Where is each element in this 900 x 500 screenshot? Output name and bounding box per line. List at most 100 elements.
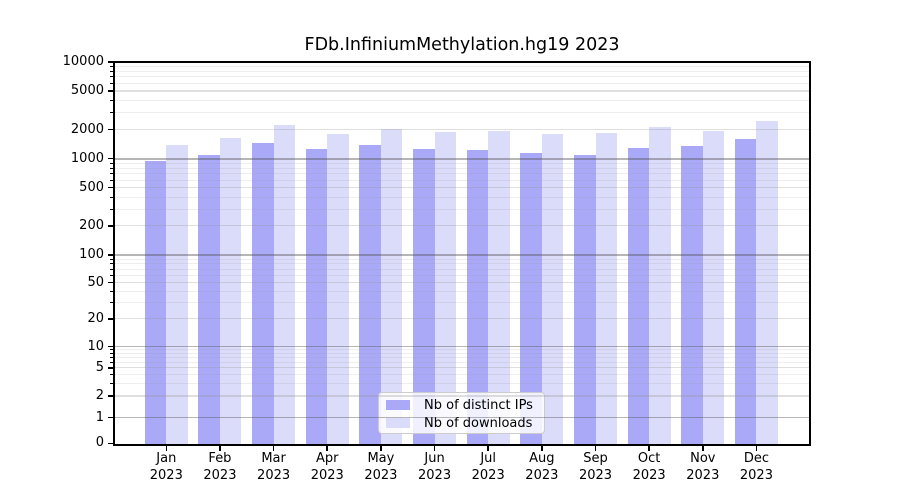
x-tick-label-line: 2023 <box>525 467 559 483</box>
x-tick-label: Jul 2023 <box>456 451 520 484</box>
x-tick-label-line: 2023 <box>257 467 291 483</box>
gridline <box>115 128 809 131</box>
y-axis-tick <box>108 367 113 369</box>
gridline <box>115 345 809 348</box>
y-axis-minor-tick <box>110 167 113 169</box>
x-tick-label-line: 2023 <box>578 467 613 483</box>
x-tick-label-line: 2023 <box>632 467 666 483</box>
gridline <box>115 186 809 189</box>
minor-gridline <box>115 99 809 101</box>
y-axis-minor-tick <box>110 179 113 181</box>
legend: Nb of distinct IPs Nb of downloads <box>378 392 545 434</box>
y-tick-label: 50 <box>87 274 104 290</box>
x-tick-label-line: 2023 <box>418 467 452 483</box>
minor-gridline <box>115 356 809 358</box>
y-axis-minor-tick <box>110 274 113 276</box>
x-tick-label: Mar 2023 <box>242 451 306 484</box>
y-axis-minor-tick <box>110 70 113 72</box>
x-tick-label-line: 2023 <box>310 467 344 483</box>
y-axis-minor-tick <box>110 352 113 354</box>
minor-gridline <box>115 352 809 354</box>
y-tick-label: 0 <box>95 435 104 451</box>
plot-frame <box>113 61 811 446</box>
x-tick-label-line: Oct <box>637 451 661 466</box>
minor-gridline <box>115 208 809 210</box>
y-axis-minor-tick <box>110 361 113 363</box>
y-axis-tick <box>108 442 113 445</box>
y-tick-label: 500 <box>79 179 104 195</box>
bar-downloads <box>595 132 617 444</box>
y-axis-minor-tick <box>110 383 113 385</box>
y-axis-minor-tick <box>110 99 113 101</box>
x-axis-tick <box>326 446 329 451</box>
x-axis-tick <box>755 446 758 451</box>
x-tick-label: Apr 2023 <box>295 451 359 484</box>
x-tick-label: Jan 2023 <box>134 451 198 484</box>
x-tick-label: Sep 2023 <box>564 451 628 484</box>
bar-downloads <box>756 121 778 444</box>
minor-gridline <box>115 374 809 376</box>
minor-gridline <box>115 82 809 84</box>
y-axis-tick <box>108 395 113 397</box>
minor-gridline <box>115 290 809 292</box>
y-axis-minor-tick <box>110 356 113 358</box>
x-tick-label-line: 2023 <box>739 467 773 483</box>
y-axis-tick <box>108 61 113 63</box>
bar-downloads <box>541 134 564 444</box>
bar-distinct-ips <box>252 143 274 444</box>
y-axis-tick <box>108 157 113 160</box>
y-axis-tick <box>108 254 113 256</box>
legend-item-downloads: Nb of downloads <box>386 414 544 432</box>
y-axis-minor-tick <box>110 302 113 304</box>
y-tick-label: 2 <box>95 388 104 404</box>
x-axis-tick <box>272 446 275 451</box>
minor-gridline <box>115 76 809 78</box>
minor-gridline <box>115 383 809 385</box>
y-axis-tick <box>108 345 113 348</box>
y-axis-minor-tick <box>110 290 113 292</box>
x-axis-tick <box>594 446 597 451</box>
y-axis-tick <box>108 186 113 189</box>
bar-downloads <box>166 144 188 444</box>
legend-label-distinct-ips: Nb of distinct IPs <box>424 397 533 413</box>
x-axis-tick <box>219 446 221 451</box>
legend-item-distinct-ips: Nb of distinct IPs <box>386 396 544 414</box>
y-tick-label: 200 <box>79 218 104 233</box>
y-tick-label: 5 <box>95 359 104 375</box>
x-tick-label: Oct 2023 <box>617 451 681 484</box>
y-tick-label: 10 <box>87 338 104 354</box>
y-axis-minor-tick <box>110 112 113 114</box>
x-tick-label: Jun 2023 <box>403 451 467 484</box>
legend-swatch-distinct-ips-icon <box>386 400 410 410</box>
x-tick-label: May 2023 <box>349 451 413 484</box>
x-tick-label-line: Sep <box>583 451 608 466</box>
bar-distinct-ips <box>627 147 650 444</box>
x-axis-tick <box>433 446 436 451</box>
minor-gridline <box>115 361 809 363</box>
y-axis-minor-tick <box>110 268 113 270</box>
x-axis-tick <box>380 446 382 451</box>
minor-gridline <box>115 162 809 164</box>
x-tick-label-line: Mar <box>261 451 286 466</box>
x-tick-label: Aug 2023 <box>510 451 574 484</box>
x-tick-label-line: Jan <box>156 451 177 466</box>
y-axis-minor-tick <box>110 208 113 210</box>
y-axis-tick <box>108 128 113 131</box>
chart-title: FDb.InfiniumMethylation.hg19 2023 <box>304 35 620 55</box>
bar-distinct-ips <box>305 149 328 444</box>
x-axis-tick <box>487 446 489 451</box>
minor-gridline <box>115 258 809 260</box>
x-tick-label-line: 2023 <box>364 467 398 483</box>
x-tick-label-line: Nov <box>690 451 716 466</box>
minor-gridline <box>115 274 809 276</box>
bar-downloads <box>219 137 242 444</box>
minor-gridline <box>115 349 809 351</box>
gridline <box>115 318 809 320</box>
y-axis-minor-tick <box>110 196 113 198</box>
gridline <box>115 367 809 369</box>
y-tick-label: 10000 <box>62 54 104 69</box>
minor-gridline <box>115 302 809 304</box>
x-tick-label-line: May <box>367 451 395 466</box>
x-axis-tick <box>648 446 650 451</box>
